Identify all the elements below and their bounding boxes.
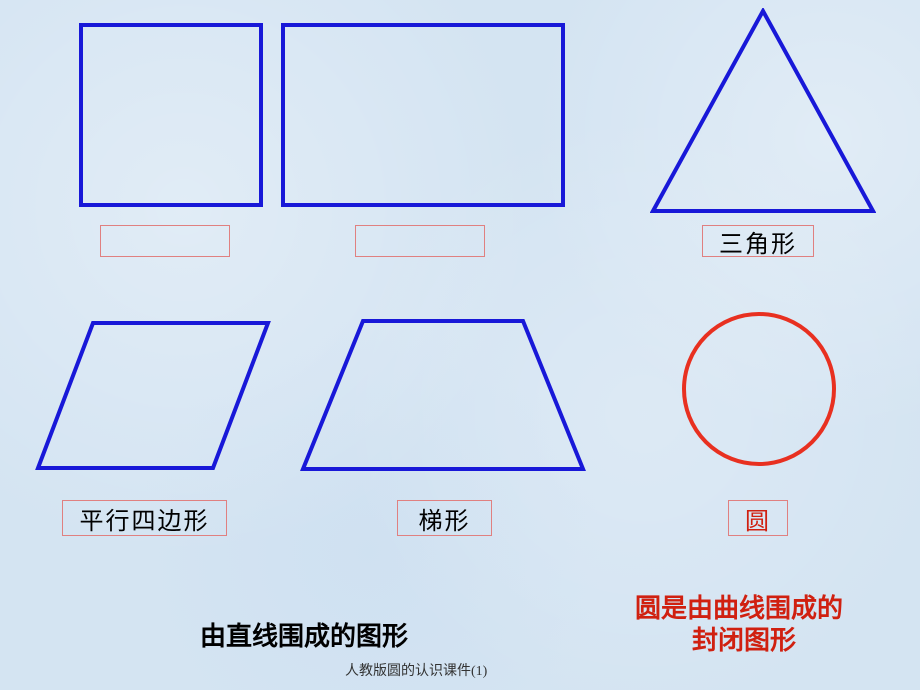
caption-left: 由直线围成的图形 (200, 616, 408, 653)
circle-shape (680, 310, 838, 468)
parallelogram-shape (35, 320, 271, 471)
triangle-polygon (653, 11, 873, 211)
circle-label-text: 圆 (745, 501, 771, 536)
trapezoid-polygon (303, 321, 583, 469)
circle-label: 圆 (728, 500, 788, 536)
square-label (100, 225, 230, 257)
trapezoid-label: 梯形 (397, 500, 492, 536)
circle-ellipse (684, 314, 834, 464)
trapezoid-label-text: 梯形 (419, 501, 471, 536)
caption-left-text: 由直线围成的图形 (200, 622, 408, 651)
triangle-label-text: 三角形 (719, 224, 797, 259)
rectangle-rect (283, 25, 563, 205)
parallelogram-label: 平行四边形 (62, 500, 227, 536)
footer-label: 人教版圆的认识课件(1) (345, 664, 487, 679)
caption-right-line1-text: 圆是由曲线围成的 (635, 594, 843, 623)
rectangle-label (355, 225, 485, 257)
triangle-label: 三角形 (702, 225, 814, 257)
rectangle-shape (280, 22, 566, 208)
square-shape (78, 22, 264, 208)
parallelogram-label-text: 平行四边形 (80, 501, 210, 536)
trapezoid-shape (300, 318, 586, 472)
parallelogram-polygon (38, 323, 268, 468)
triangle-shape (650, 8, 876, 214)
caption-right-line2: 封闭图形 (692, 620, 796, 657)
caption-right-line2-text: 封闭图形 (692, 626, 796, 655)
square-rect (81, 25, 261, 205)
footer-text: 人教版圆的认识课件(1) (345, 660, 487, 680)
